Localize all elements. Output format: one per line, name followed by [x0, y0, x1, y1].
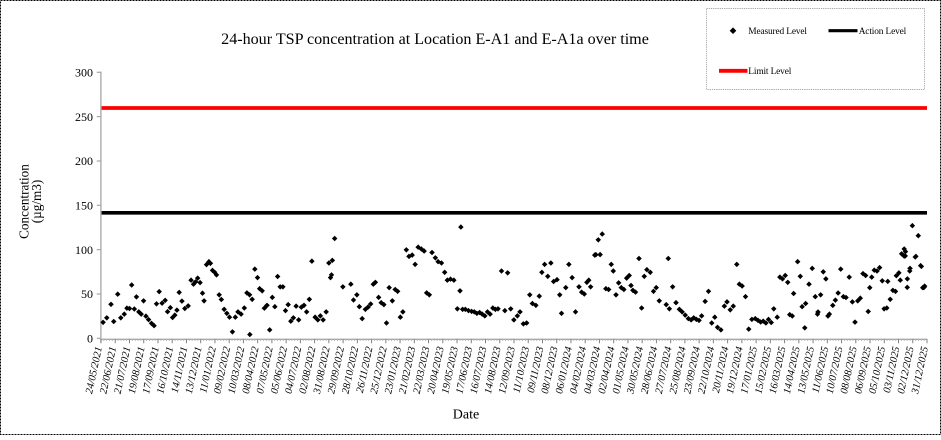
svg-text:Concentration: Concentration	[17, 164, 32, 239]
svg-text:50: 50	[81, 287, 93, 301]
svg-text:0: 0	[87, 332, 93, 346]
svg-text:Action Level: Action Level	[859, 27, 907, 37]
svg-text:100: 100	[75, 243, 93, 257]
svg-text:150: 150	[75, 199, 93, 213]
svg-text:24-hour TSP concentration at L: 24-hour TSP concentration at Location E-…	[221, 31, 649, 48]
svg-text:Measured Level: Measured Level	[748, 27, 807, 37]
svg-text:200: 200	[75, 154, 93, 168]
svg-text:(µg/m3): (µg/m3)	[29, 180, 44, 224]
svg-text:Limit Level: Limit Level	[748, 67, 791, 77]
svg-text:Date: Date	[453, 407, 479, 422]
svg-text:300: 300	[75, 66, 93, 80]
svg-text:250: 250	[75, 110, 93, 124]
